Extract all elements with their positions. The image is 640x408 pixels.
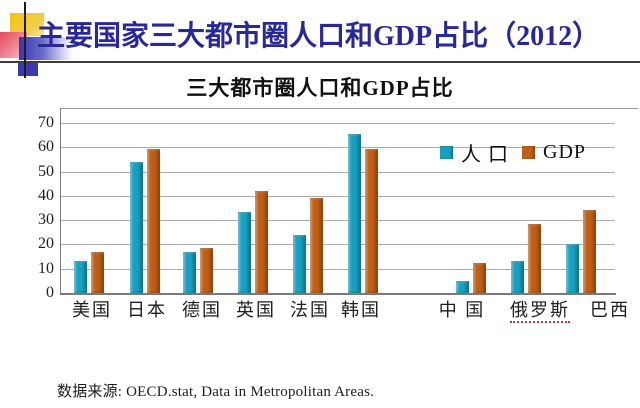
y-axis-tick-label: 40 (38, 186, 54, 204)
population-bar (130, 161, 143, 293)
gdp-bar (147, 148, 160, 293)
title-underline-rule (0, 61, 640, 63)
gdp-bar (528, 223, 541, 293)
gridline (61, 244, 615, 246)
gdp-bar (91, 251, 104, 293)
gridline (61, 147, 615, 149)
x-axis-category-label: 俄罗斯 (510, 300, 570, 323)
decoration-vertical-line (24, 2, 26, 78)
chart-title: 三大都市圈人口和GDP占比 (186, 76, 454, 100)
x-axis-category-label: 韩国 (341, 300, 381, 320)
population-bar (511, 261, 524, 293)
x-axis-category-label: 美国 (72, 300, 112, 320)
y-axis-line (60, 108, 61, 294)
x-axis-line (60, 293, 616, 295)
population-bar (74, 261, 87, 293)
gridline (61, 171, 615, 173)
gdp-bar (583, 210, 596, 293)
population-bar (183, 251, 196, 293)
plot-top-border (60, 108, 638, 109)
decoration-yellow-square (10, 13, 44, 36)
population-bar (348, 133, 361, 293)
decoration-blue-rect (19, 37, 73, 60)
gdp-bar (309, 198, 323, 293)
x-axis-category-label: 中 国 (438, 300, 486, 320)
x-axis-category-label: 法国 (290, 300, 330, 320)
legend-color-swatch (522, 146, 535, 159)
legend-label: 人 口 (461, 144, 509, 166)
gdp-bar (200, 248, 213, 293)
chart-legend: 人 口 GDP (440, 138, 586, 167)
gdp-bar (365, 148, 378, 293)
x-axis-category-label: 日本 (127, 300, 167, 320)
legend-label: GDP (543, 141, 587, 163)
population-bar (292, 234, 306, 293)
y-axis-tick-label: 70 (38, 114, 54, 131)
gridline (61, 268, 615, 270)
legend-item: 人 口 (440, 138, 509, 167)
gdp-bar (473, 262, 486, 293)
y-axis-tick-label: 30 (38, 211, 54, 229)
y-axis-tick-label: 10 (38, 259, 54, 277)
population-bar (566, 244, 579, 293)
x-axis-category-label: 德国 (182, 300, 222, 320)
y-axis-tick-label: 20 (38, 235, 54, 253)
y-axis-tick-label: 0 (46, 284, 54, 301)
y-axis-tick-label: 60 (38, 138, 54, 156)
gridline (61, 195, 615, 197)
y-axis-tick-label: 50 (38, 162, 54, 180)
gridline (61, 220, 615, 222)
gdp-bar (255, 191, 268, 293)
population-bar (456, 280, 469, 293)
decoration-blue-small-square (18, 62, 38, 76)
gridline (61, 123, 615, 124)
x-axis-category-label: 巴西 (590, 300, 630, 320)
population-bar (238, 211, 251, 293)
slide-title: 主要国家三大都市圈人口和GDP占比（2012） (37, 21, 601, 52)
source-note: 数据来源: OECD.stat, Data in Metropolitan Ar… (57, 384, 375, 400)
legend-item: GDP (522, 141, 586, 164)
x-axis-category-label: 英国 (236, 300, 276, 320)
legend-color-swatch (440, 146, 453, 159)
